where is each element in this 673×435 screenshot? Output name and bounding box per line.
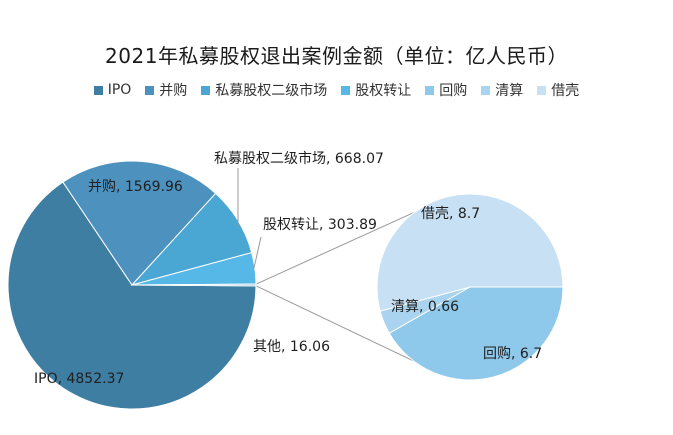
pie-slice-other (131, 283, 257, 287)
legend-swatch-secondary-market (201, 85, 211, 95)
main-pie (7, 160, 257, 410)
legend-label-liquidation: 清算 (495, 83, 524, 99)
chart-title: 2021年私募股权退出案例金额（单位：亿人民币） (105, 44, 568, 68)
data-label-backdoor-listing: 借壳, 8.7 (421, 205, 480, 222)
legend-label-backdoor-listing: 借壳 (551, 83, 580, 99)
legend-label-merger: 并购 (159, 83, 188, 99)
data-label-merger: 并购, 1569.96 (88, 179, 183, 195)
chart-legend: IPO 并购 私募股权二级市场 股权转让 回购 清算 借壳 (0, 80, 673, 100)
connector-line-top (255, 204, 431, 285)
legend-swatch-buyback (425, 85, 435, 95)
legend-swatch-backdoor-listing (537, 85, 547, 95)
legend-swatch-equity-transfer (341, 85, 351, 95)
legend-item-buyback: 回购 (425, 80, 467, 100)
legend-label-secondary-market: 私募股权二级市场 (215, 83, 328, 99)
legend-item-merger: 并购 (145, 80, 187, 100)
secondary-pie (376, 193, 564, 381)
legend-item-backdoor-listing: 借壳 (537, 80, 579, 100)
legend-item-liquidation: 清算 (481, 80, 523, 100)
legend-swatch-ipo (93, 85, 103, 95)
legend-label-ipo: IPO (107, 82, 132, 98)
slice-labels: IPO, 4852.37 并购, 1569.96 私募股权二级市场, 668.07 股… (34, 150, 542, 387)
legend-item-ipo: IPO (93, 82, 132, 98)
data-label-other: 其他, 16.06 (253, 339, 330, 355)
legend-label-buyback: 回购 (439, 83, 468, 99)
connector-lines (255, 204, 431, 370)
pie-slice-buyback (388, 286, 564, 381)
pie-slice-backdoor-listing (376, 193, 564, 312)
data-label-ipo: IPO, 4852.37 (34, 371, 124, 387)
pie-slice-ipo (7, 181, 257, 410)
pie-slice-merger (62, 160, 217, 286)
legend-swatch-liquidation (481, 85, 491, 95)
connector-line-bottom (255, 285, 431, 370)
data-label-liquidation: 清算, 0.66 (391, 299, 459, 315)
data-label-buyback: 回购, 6.7 (483, 346, 542, 362)
legend-item-secondary-market: 私募股权二级市场 (201, 80, 327, 100)
data-label-secondary-market: 私募股权二级市场, 668.07 (214, 150, 384, 167)
data-label-equity-transfer: 股权转让, 303.89 (263, 217, 377, 233)
legend-swatch-merger (145, 85, 155, 95)
legend-label-equity-transfer: 股权转让 (355, 83, 412, 99)
leader-line-equity-transfer (253, 236, 262, 269)
legend-item-equity-transfer: 股权转让 (341, 80, 411, 100)
